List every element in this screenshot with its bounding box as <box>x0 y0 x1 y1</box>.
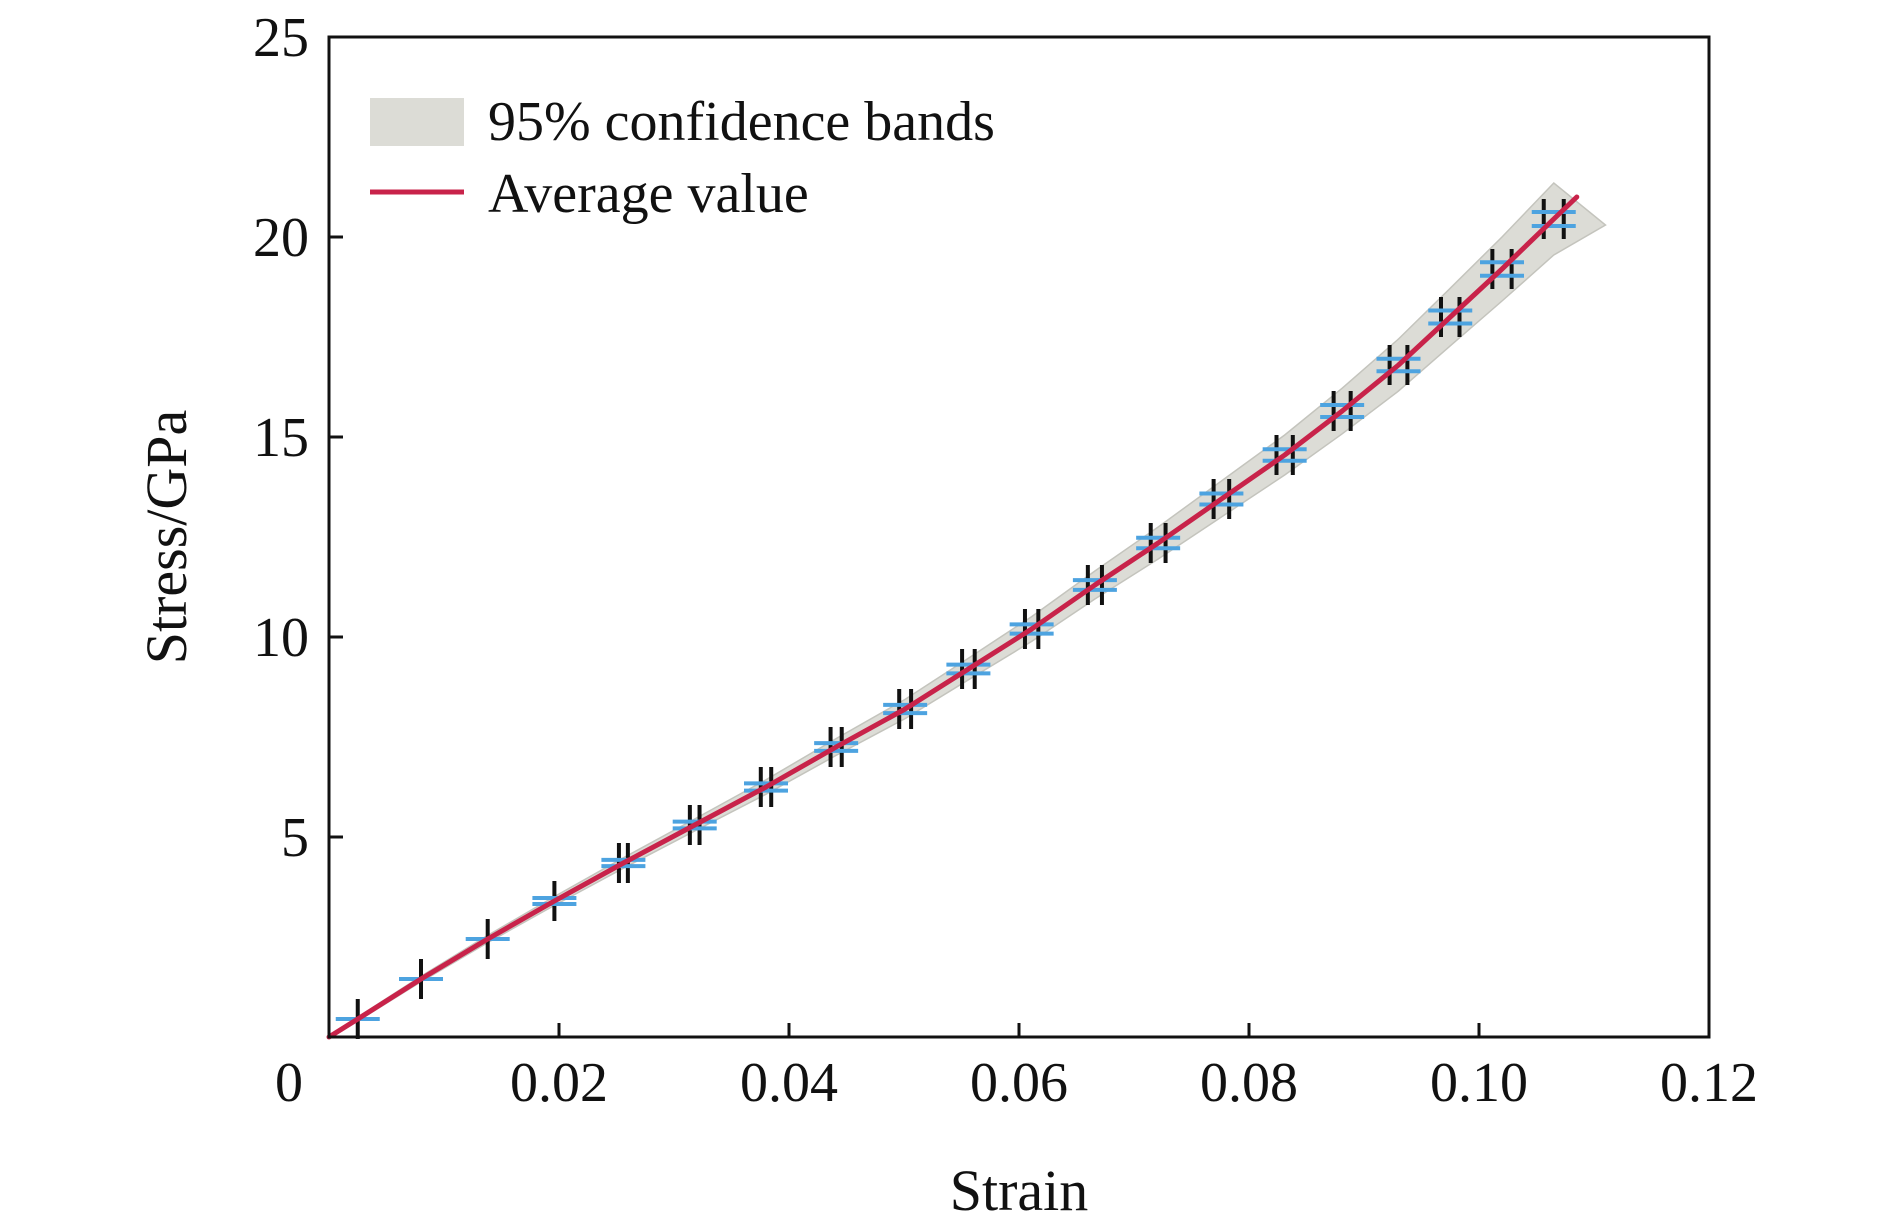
x-axis-title: Strain <box>950 1158 1089 1223</box>
error-marker-12 <box>1136 523 1181 563</box>
error-marker-7 <box>814 727 859 767</box>
confidence-band-layer <box>328 181 1607 1038</box>
error-marker-19 <box>1531 199 1576 239</box>
error-marker-17 <box>1428 297 1473 337</box>
x-tick-label: 0.02 <box>510 1052 608 1114</box>
error-marker-4 <box>601 843 646 883</box>
y-tick-label: 15 <box>253 407 309 469</box>
average-line-layer <box>326 194 1580 1040</box>
error-marker-layer <box>335 199 1576 1039</box>
error-marker-15 <box>1320 391 1365 431</box>
x-tick-label: 0.08 <box>1200 1052 1298 1114</box>
error-marker-11 <box>1072 565 1117 605</box>
legend-label-band: 95% confidence bands <box>488 91 995 153</box>
y-tick-label: 25 <box>253 7 309 69</box>
legend-label-line: Average value <box>488 163 809 225</box>
error-marker-8 <box>883 689 928 729</box>
error-marker-16 <box>1376 345 1421 385</box>
y-tick-label: 5 <box>281 807 309 869</box>
x-tick-label: 0 <box>275 1052 303 1114</box>
confidence-band <box>328 181 1607 1038</box>
legend-swatch-band <box>370 98 464 146</box>
error-marker-14 <box>1262 435 1307 475</box>
y-tick-label: 20 <box>253 207 309 269</box>
x-tick-label: 0.06 <box>970 1052 1068 1114</box>
y-tick-label: 10 <box>253 607 309 669</box>
error-marker-10 <box>1009 609 1054 649</box>
x-tick-label: 0.10 <box>1430 1052 1528 1114</box>
x-tick-label: 0.04 <box>740 1052 838 1114</box>
error-marker-18 <box>1480 249 1524 289</box>
tick-layer: 0 0.02 0.04 0.06 0.08 0.10 0.12 5 10 15 20 25 <box>253 7 1758 1114</box>
error-marker-13 <box>1199 479 1244 519</box>
average-value-line <box>326 194 1580 1040</box>
legend: 95% confidence bands Average value <box>370 91 995 225</box>
error-marker-9 <box>946 649 991 689</box>
x-tick-label: 0.12 <box>1660 1052 1758 1114</box>
y-axis-title: Stress/GPa <box>134 410 199 665</box>
